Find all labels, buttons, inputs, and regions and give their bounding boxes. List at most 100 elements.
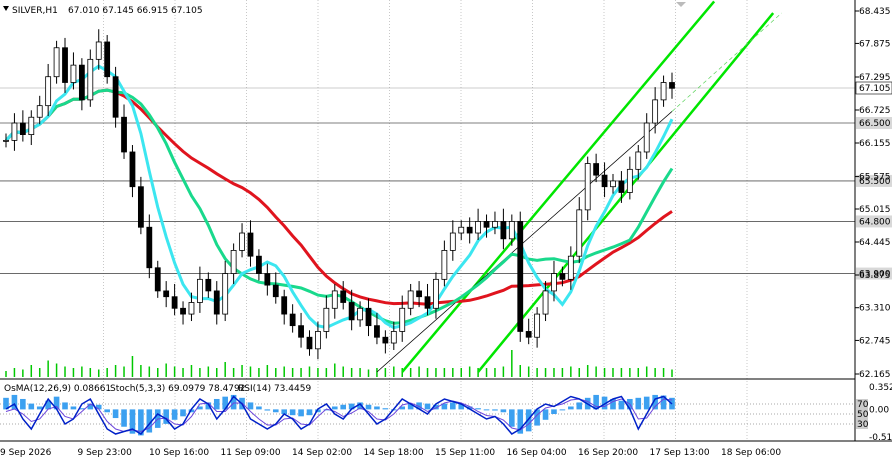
candle-body xyxy=(323,307,330,332)
candle-body xyxy=(610,180,616,188)
osma-bar xyxy=(289,409,296,416)
osma-bar xyxy=(601,396,608,410)
channel-mid-line xyxy=(376,111,673,373)
time-tick-label: 9 Sep 2026 xyxy=(0,448,52,458)
osma-bar xyxy=(146,409,153,433)
osma-bar xyxy=(264,409,271,411)
osma-bar xyxy=(163,409,169,424)
osma-bar xyxy=(357,402,363,410)
price-tick-label: 67.295 xyxy=(859,73,891,83)
candle-body xyxy=(306,336,313,350)
osma-bar xyxy=(568,406,574,410)
osma-bar xyxy=(36,406,43,410)
candle-body xyxy=(441,249,448,280)
candle-body xyxy=(584,163,591,211)
level-tag-box xyxy=(855,81,892,95)
candle-body xyxy=(281,296,288,315)
osma-bar xyxy=(129,409,136,434)
candle-body xyxy=(53,47,60,78)
candle-body xyxy=(559,273,566,280)
osma-bar xyxy=(618,400,625,410)
candle-body xyxy=(264,273,271,286)
candles xyxy=(3,29,675,360)
level-tag-box xyxy=(856,174,892,187)
candle-body xyxy=(390,331,397,344)
price-tick-label: 67.875 xyxy=(859,39,891,49)
level-tag-box xyxy=(856,117,892,130)
candle-body xyxy=(19,122,26,136)
osma-bar xyxy=(11,394,18,410)
osma-bar xyxy=(188,409,195,413)
osma-bar xyxy=(3,397,9,410)
stoch-main-line xyxy=(5,395,673,435)
time-tick-label: 16 Sep 04:00 xyxy=(507,448,567,458)
osma-bar xyxy=(374,406,380,410)
osma-bar xyxy=(450,402,456,410)
level-tag-box xyxy=(856,267,892,280)
level-tag-label: 63.900 xyxy=(859,270,891,280)
osma-bar xyxy=(542,409,549,420)
candle-body xyxy=(593,163,600,176)
osma-bar xyxy=(340,404,347,410)
candle-body xyxy=(517,221,524,332)
candle-body xyxy=(289,313,296,327)
candle-body xyxy=(205,278,212,292)
candle-body xyxy=(635,151,642,170)
osma-bar xyxy=(551,409,557,415)
candle-body xyxy=(466,226,473,234)
osma-bar xyxy=(95,404,102,410)
candle-body xyxy=(188,302,195,315)
candle-body xyxy=(256,255,262,274)
candle-body xyxy=(36,105,43,118)
candle-body xyxy=(247,232,254,257)
price-tick-label: 65.575 xyxy=(859,173,891,183)
osma-bar xyxy=(171,409,178,420)
osma-bar xyxy=(138,409,144,436)
candle-body xyxy=(104,41,111,78)
osma-bar xyxy=(525,409,532,432)
osma-label: OsMA(12,26,9) 0.08661 xyxy=(4,384,111,394)
candle-body xyxy=(70,64,77,83)
osma-bar xyxy=(272,409,279,413)
level-tag-box xyxy=(856,215,892,228)
candle-body xyxy=(449,232,456,251)
channel-upper-line xyxy=(401,0,716,373)
candle-body xyxy=(382,336,389,344)
osma-bar xyxy=(87,403,94,410)
time-tick-label: 9 Sep 23:00 xyxy=(78,448,133,458)
osma-bar xyxy=(593,394,599,410)
osma-bar xyxy=(483,409,490,411)
candle-body xyxy=(340,290,347,303)
osma-bar xyxy=(500,409,507,413)
candle-body xyxy=(601,174,608,188)
candle-body xyxy=(222,273,229,315)
time-tick-label: 16 Sep 20:00 xyxy=(578,448,638,458)
candle-body xyxy=(416,290,422,298)
channel-lower-line xyxy=(477,12,775,373)
osma-bar xyxy=(180,409,186,417)
level-tag-label: 65.500 xyxy=(859,177,891,187)
price-tick-label: 65.015 xyxy=(859,205,891,215)
candle-body xyxy=(171,296,178,309)
osma-bar xyxy=(197,406,203,410)
time-tick-label: 17 Sep 13:00 xyxy=(650,448,710,458)
window-menu-icon[interactable] xyxy=(3,6,9,11)
candle-body xyxy=(576,209,583,257)
candle-body xyxy=(365,307,372,327)
osma-bar xyxy=(112,409,119,419)
candle-body xyxy=(534,313,541,338)
candle-body xyxy=(129,151,136,188)
candle-body xyxy=(315,331,321,350)
time-tick-label: 10 Sep 16:00 xyxy=(149,448,209,458)
candle-body xyxy=(180,307,186,315)
candle-body xyxy=(424,296,431,309)
osma-bar xyxy=(104,409,110,413)
candle-body xyxy=(78,64,85,101)
candle-body xyxy=(87,58,94,101)
osma-bar xyxy=(407,403,414,410)
stoch-signal-line xyxy=(5,398,673,433)
osma-bar xyxy=(306,409,313,416)
